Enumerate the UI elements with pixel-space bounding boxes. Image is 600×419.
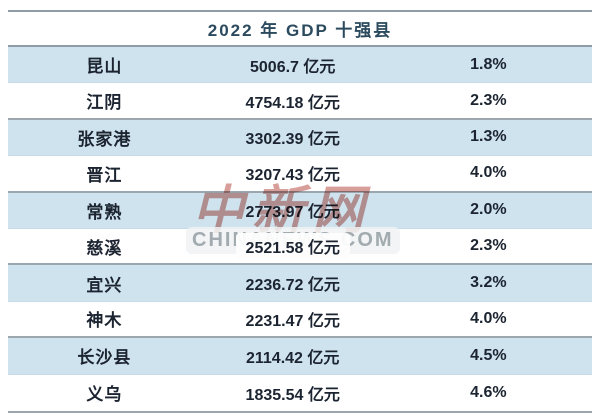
- growth-rate-cell: 1.3%: [470, 128, 507, 146]
- county-name-cell: 长沙县: [77, 348, 132, 368]
- table-row: 慈溪 2521.58 亿元 2.3%: [8, 228, 592, 266]
- county-name-cell: 义乌: [86, 385, 123, 405]
- gdp-value-cell: 2236.72 亿元: [245, 277, 340, 295]
- gdp-value-cell: 2114.42 亿元: [245, 349, 340, 367]
- table-row: 昆山 5006.7 亿元 1.8%: [8, 47, 592, 84]
- county-name-cell: 慈溪: [86, 238, 123, 258]
- table-row: 长沙县 2114.42 亿元 4.5%: [8, 338, 592, 375]
- growth-rate-cell: 4.0%: [470, 309, 507, 327]
- county-name-cell: 宜兴: [86, 275, 123, 295]
- gdp-value-cell: 2773.97 亿元: [245, 204, 340, 222]
- gdp-value-cell: 1835.54 亿元: [245, 386, 340, 404]
- gdp-value-cell: 3302.39 亿元: [245, 131, 340, 149]
- growth-rate-cell: 4.5%: [470, 346, 507, 364]
- table-row: 神木 2231.47 亿元 4.0%: [8, 301, 592, 339]
- table-row: 宜兴 2236.72 亿元 3.2%: [8, 265, 592, 302]
- growth-rate-cell: 2.0%: [470, 201, 507, 219]
- gdp-value-cell: 3207.43 亿元: [245, 167, 340, 185]
- table-row: 常熟 2773.97 亿元 2.0%: [8, 192, 592, 229]
- table-row: 张家港 3302.39 亿元 1.3%: [8, 119, 592, 157]
- table-header: 2022 年 GDP 十强县: [8, 12, 592, 47]
- growth-rate-cell: 4.6%: [470, 383, 507, 401]
- gdp-value-text: 2521.58 亿元: [235, 233, 350, 260]
- gdp-value-cell: 2521.58 亿元: [201, 233, 385, 260]
- county-name-cell: 昆山: [86, 57, 123, 77]
- growth-rate-cell: 3.2%: [470, 274, 507, 292]
- county-name-cell: 常熟: [86, 202, 123, 222]
- growth-rate-cell: 2.3%: [470, 237, 507, 255]
- county-name-cell: 江阴: [86, 93, 123, 113]
- county-name-cell: 张家港: [77, 129, 132, 149]
- county-name-cell: 神木: [86, 311, 123, 331]
- gdp-value-cell: 2231.47 亿元: [245, 312, 340, 330]
- growth-rate-cell: 1.8%: [470, 55, 507, 73]
- table-title: 2022 年 GDP 十强县: [207, 21, 393, 40]
- gdp-value-cell: 4754.18 亿元: [245, 94, 340, 112]
- table-row: 江阴 4754.18 亿元 2.3%: [8, 83, 592, 120]
- table-row: 义乌 1835.54 亿元 4.6%: [8, 374, 592, 411]
- gdp-value-cell: 5006.7 亿元: [250, 58, 336, 76]
- county-name-cell: 晋江: [86, 165, 123, 185]
- growth-rate-cell: 4.0%: [470, 164, 507, 182]
- growth-rate-cell: 2.3%: [470, 91, 507, 109]
- gdp-table: 2022 年 GDP 十强县 昆山 5006.7 亿元 1.8% 江阴 4754…: [8, 10, 592, 413]
- table-row: 晋江 3207.43 亿元 4.0%: [8, 156, 592, 193]
